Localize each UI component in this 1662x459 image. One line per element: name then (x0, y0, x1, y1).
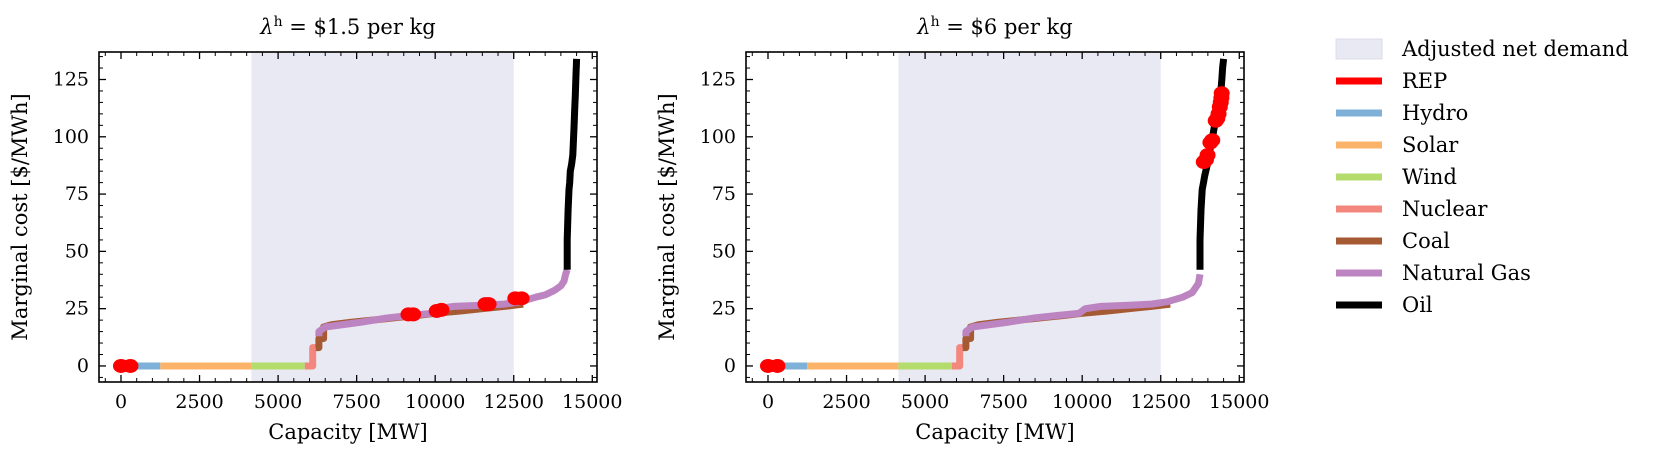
x-tick-label: 12500 (1131, 391, 1191, 413)
legend-label-nuclear: Nuclear (1402, 197, 1488, 221)
y-tick-label: 0 (724, 355, 736, 377)
title-rest: = $6 per kg (940, 15, 1073, 39)
title-symbol: λ (259, 15, 273, 39)
y-tick-label: 50 (65, 240, 89, 262)
x-tick-label: 5000 (901, 391, 949, 413)
x-tick-label: 10000 (1052, 391, 1112, 413)
series-line-nuclear (951, 344, 964, 370)
legend-label-rep: REP (1402, 69, 1447, 93)
legend-label-gas: Natural Gas (1402, 261, 1531, 285)
x-tick-label: 0 (115, 391, 127, 413)
series-line-gas (962, 273, 1204, 337)
y-tick-label: 75 (712, 183, 736, 205)
series-line-rep (1204, 134, 1219, 149)
title-superscript: h (931, 14, 940, 30)
x-tick-label: 5000 (254, 391, 302, 413)
y-tick-label: 125 (700, 69, 736, 91)
y-tick-label: 100 (53, 126, 89, 148)
x-axis-label: Capacity [MW] (268, 420, 427, 444)
legend: Adjusted net demand REP Hydro Solar Wind Nucl… (1335, 37, 1629, 317)
series-line-rep (1197, 149, 1214, 168)
y-axis-label: Marginal cost [$/MWh] (655, 93, 679, 340)
y-tick-label: 125 (53, 69, 89, 91)
series-line-rep (430, 303, 448, 317)
y-tick-label: 75 (65, 183, 89, 205)
legend-label-oil: Oil (1402, 293, 1433, 317)
x-tick-label: 2500 (822, 391, 870, 413)
title-symbol: λ (916, 15, 930, 39)
x-tick-label: 10000 (405, 391, 465, 413)
legend-label-adjusted: Adjusted net demand (1401, 37, 1629, 61)
adjusted-net-demand-span (251, 52, 514, 382)
x-tick-label: 0 (762, 391, 774, 413)
legend-swatch-adjusted (1335, 38, 1383, 60)
x-tick-label: 7500 (979, 391, 1027, 413)
legend-label-hydro: Hydro (1402, 101, 1468, 125)
chart-panel-right: 0 2500 5000 7500 10000 12500 15000 0 25 50 75 100 12… (655, 14, 1270, 444)
chart-title: λh = $6 per kg (916, 14, 1072, 39)
x-axis-label: Capacity [MW] (915, 420, 1074, 444)
series-line-oil (563, 58, 581, 270)
y-tick-label: 100 (700, 126, 736, 148)
legend-label-solar: Solar (1402, 133, 1459, 157)
x-tick-label: 12500 (484, 391, 544, 413)
x-tick-label: 15000 (1209, 391, 1269, 413)
y-tick-label: 25 (712, 298, 736, 320)
x-tick-label: 15000 (562, 391, 622, 413)
legend-label-wind: Wind (1402, 165, 1457, 189)
chart-panel-left: 0 2500 5000 7500 10000 12500 15000 0 25 50 75 100 12… (8, 14, 623, 444)
series-line-nuclear (304, 344, 317, 370)
series-line-rep (1209, 87, 1228, 127)
adjusted-net-demand-span (898, 52, 1161, 382)
y-tick-label: 0 (77, 355, 89, 377)
title-superscript: h (274, 14, 283, 30)
y-axis-label: Marginal cost [$/MWh] (8, 93, 32, 340)
x-tick-label: 2500 (175, 391, 223, 413)
title-rest: = $1.5 per kg (283, 15, 436, 39)
y-tick-label: 50 (712, 240, 736, 262)
x-tick-label: 7500 (332, 391, 380, 413)
chart-title: λh = $1.5 per kg (259, 14, 435, 39)
legend-label-coal: Coal (1402, 229, 1450, 253)
y-tick-label: 25 (65, 298, 89, 320)
